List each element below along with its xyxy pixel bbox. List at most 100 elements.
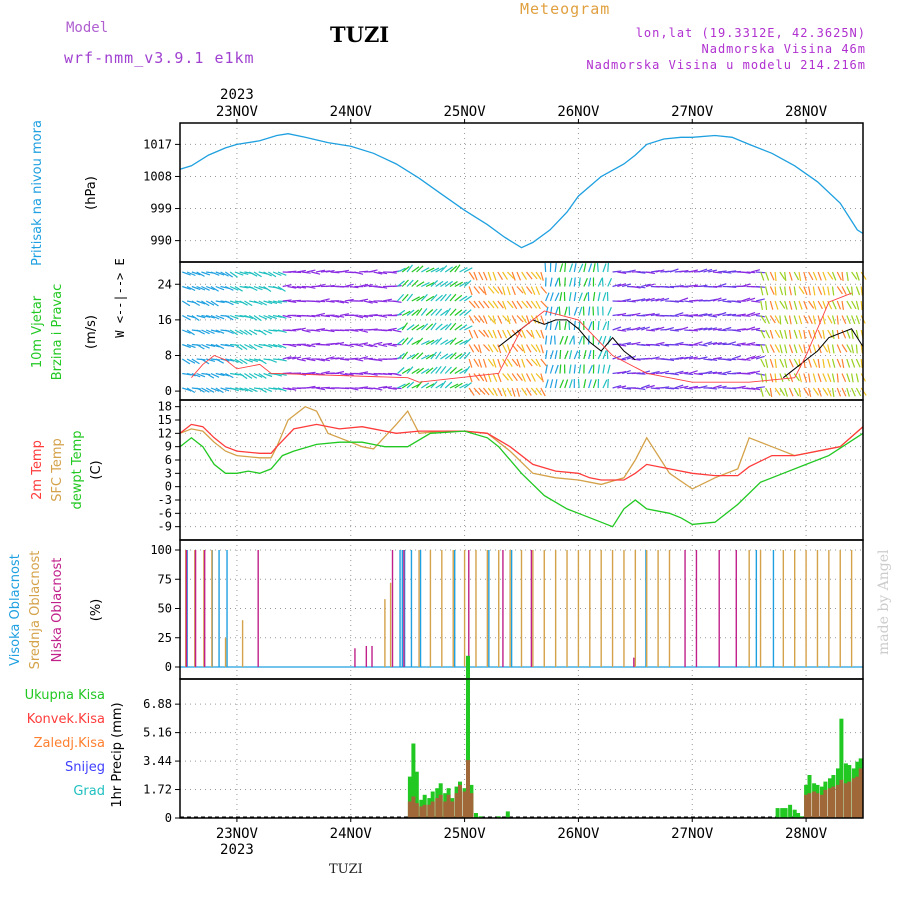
wind-arrow: [779, 300, 786, 309]
wind-arrow: [764, 271, 770, 281]
wind-arrow: [268, 329, 278, 332]
wind-arrow: [712, 356, 722, 360]
wind-arrow: [846, 329, 851, 339]
wind-arrow: [449, 293, 457, 302]
wind-arrow: [530, 387, 538, 396]
wind-arrow: [631, 326, 641, 331]
wind-arrow: [311, 271, 321, 275]
lonlat-label: lon,lat (19.3312E, 42.3625N): [635, 26, 866, 40]
model-name: wrf-nmm_v3.9.1 e1km: [64, 49, 255, 67]
wind-arrow: [564, 335, 569, 345]
precip-bar-conv: [450, 801, 455, 818]
wind-arrow: [392, 329, 402, 333]
wind-arrow: [645, 297, 655, 302]
precip-bar-conv: [407, 801, 412, 818]
wind-arrow: [684, 300, 694, 303]
wind-arrow: [650, 313, 660, 317]
wind-arrow: [530, 358, 538, 367]
wind-arrow: [808, 358, 812, 368]
wind-arrow: [751, 269, 761, 273]
wind-arrow: [268, 314, 278, 320]
wind-arrow: [277, 271, 287, 276]
wind-arrow: [554, 321, 559, 331]
wind-arrow: [277, 329, 287, 333]
wind-arrow: [473, 315, 481, 323]
wind-arrow: [530, 300, 538, 309]
wind-arrow: [210, 329, 220, 333]
precip-bar-total: [466, 655, 470, 818]
wind-arrow: [588, 350, 592, 360]
wind-arrow: [793, 315, 798, 325]
wind-arrow: [526, 271, 533, 280]
wind-arrow: [282, 387, 292, 391]
wind-arrow: [636, 271, 646, 274]
wind-arrow: [253, 285, 263, 291]
wind-arrow: [727, 358, 737, 361]
wind-arrow: [693, 314, 703, 317]
wind-arrow: [359, 342, 369, 346]
wind-arrow: [855, 271, 860, 281]
wind-arrow: [693, 299, 703, 302]
wind-arrow: [430, 294, 438, 302]
wind-arrow: [339, 313, 350, 317]
wind-arrow: [841, 329, 847, 339]
wind-arrow: [292, 299, 302, 302]
wind-arrow: [851, 387, 856, 397]
wind-arrow: [487, 329, 494, 339]
wind-arrow: [506, 387, 513, 397]
wind-arrow: [573, 335, 575, 345]
wind-arrow: [378, 271, 388, 275]
wind-arrow: [463, 365, 471, 374]
wind-arrow: [440, 265, 448, 273]
wind-arrow: [621, 355, 631, 360]
wind-arrow: [244, 372, 253, 379]
wind-arrow: [411, 296, 420, 302]
wind-arrow: [817, 387, 822, 397]
wind-arrow: [688, 370, 698, 375]
precip-bar-total: [839, 718, 844, 818]
wind-arrow: [578, 306, 583, 316]
wind-arrow: [258, 372, 267, 379]
wind-arrow: [440, 324, 449, 331]
wind-arrow: [354, 271, 364, 275]
wind-arrow: [205, 372, 215, 379]
wind-arrow: [774, 344, 781, 353]
wind-arrow: [544, 262, 547, 273]
wind-arrow: [841, 358, 845, 369]
wind-arrow: [506, 271, 515, 279]
wind-arrow: [588, 306, 591, 316]
wind-arrow: [674, 312, 684, 317]
wind-arrow: [708, 387, 718, 390]
wind-arrow: [430, 322, 437, 331]
wind-arrow: [229, 358, 239, 363]
wind-arrow: [602, 335, 607, 345]
wind-arrow: [641, 326, 650, 331]
wind-arrow: [540, 271, 544, 281]
wind-arrow: [382, 298, 393, 302]
wind-arrow: [812, 271, 818, 281]
wind-arrow: [769, 344, 775, 353]
wind-arrow: [568, 350, 573, 360]
wind-arrow: [449, 366, 458, 374]
precip-bar-conv: [466, 760, 470, 818]
wind-arrow: [851, 315, 856, 325]
wind-arrow: [430, 339, 439, 345]
wind-arrow: [349, 285, 359, 289]
wind-arrow: [650, 327, 660, 331]
wind-arrow: [765, 315, 770, 324]
wind-arrow: [645, 329, 656, 332]
wind-arrow: [449, 383, 459, 389]
wind-arrow: [731, 329, 742, 332]
wind-arrow: [229, 314, 239, 320]
wind-arrow: [578, 335, 583, 345]
wind-arrow: [435, 366, 442, 374]
wind-arrow: [282, 314, 292, 319]
wind-arrow: [722, 370, 732, 375]
wind-arrow: [684, 355, 694, 360]
wind-arrow: [511, 373, 518, 382]
wind-arrow: [248, 372, 258, 379]
wind-arrow: [349, 357, 359, 360]
wind-arrow: [798, 387, 802, 397]
wind-arrow: [282, 284, 292, 288]
wind-arrow: [602, 379, 608, 389]
